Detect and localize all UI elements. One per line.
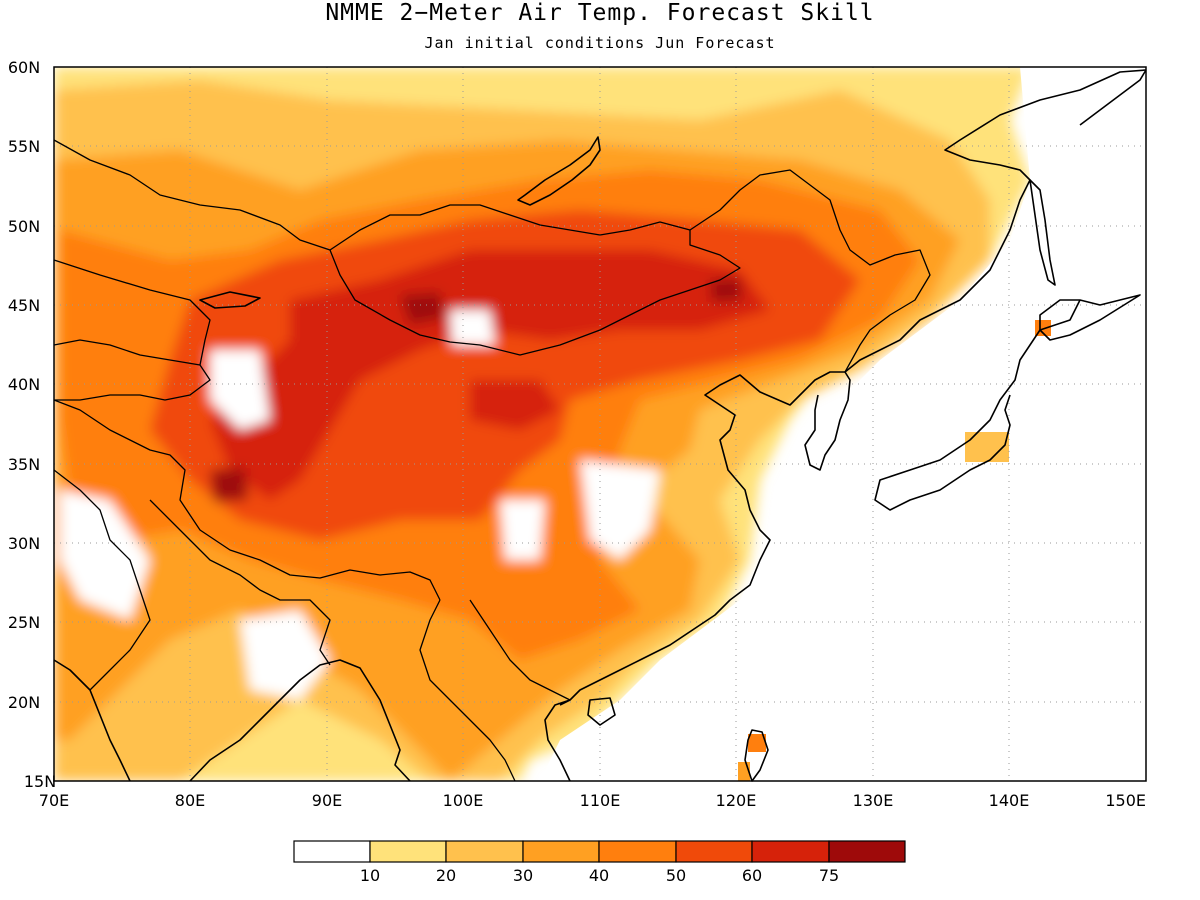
coastline-east-asia <box>559 69 1147 706</box>
map-frame <box>53 66 1147 782</box>
x-tick-label: 80E <box>175 791 205 810</box>
colorbar-swatch-2 <box>445 840 524 863</box>
colorbar-label: 10 <box>360 866 380 885</box>
chart-subtitle: Jan initial conditions Jun Forecast <box>424 34 776 52</box>
x-tick-label: 90E <box>312 791 342 810</box>
border-mongolia-china <box>329 230 741 356</box>
y-tick-label: 20N <box>8 693 40 712</box>
colorbar-label: 50 <box>666 866 686 885</box>
border-central-asia <box>53 339 211 401</box>
border-pakistan <box>53 469 151 691</box>
x-tick-label: 70E <box>39 791 69 810</box>
lake-balkhash <box>199 291 261 309</box>
x-tick-label: 140E <box>989 791 1030 810</box>
coastline-sakhalin <box>1029 179 1056 286</box>
coastline-indochina <box>544 699 571 782</box>
skill-region-75-plus-east <box>710 278 742 302</box>
border-kazakh <box>53 259 211 366</box>
borders <box>53 139 931 782</box>
colorbar-label: 60 <box>742 866 762 885</box>
y-axis: 15N 20N 25N 30N 35N 40N 45N 50N 55N 60N <box>8 58 56 791</box>
ocean-mask <box>540 67 1146 781</box>
colorbar-label: 40 <box>589 866 609 885</box>
colorbar-label: 20 <box>436 866 456 885</box>
coastline-japan <box>874 299 1081 511</box>
low-skill-qaidam <box>450 310 495 345</box>
colorbar-swatch-0 <box>293 840 371 863</box>
low-skill-india <box>60 490 150 620</box>
coastline-okhotsk <box>1079 69 1147 126</box>
coastline-korea <box>804 371 851 471</box>
colorbar-swatch-1 <box>369 840 447 863</box>
x-tick-label: 110E <box>580 791 621 810</box>
colorbar-swatch-3 <box>522 840 600 863</box>
low-skill-south <box>500 500 545 560</box>
x-tick-label: 120E <box>716 791 757 810</box>
coastline-taiwan <box>744 729 769 782</box>
low-skill-bay <box>240 610 330 700</box>
coastlines <box>53 69 1147 782</box>
y-tick-label: 35N <box>8 455 40 474</box>
colorbar-swatch-4 <box>598 840 677 863</box>
lake-baikal <box>517 136 601 206</box>
x-tick-label: 130E <box>853 791 894 810</box>
skill-region-75-plus <box>400 292 445 325</box>
graticule <box>54 67 1146 781</box>
border-himalaya <box>53 399 441 601</box>
skill-region-60-75 <box>210 250 770 500</box>
colorbar: 10 20 30 40 50 60 75 <box>293 840 906 885</box>
border-india-nepal <box>149 499 331 666</box>
chart-title: NMME 2−Meter Air Temp. Forecast Skill <box>325 0 875 26</box>
y-tick-label: 60N <box>8 58 40 77</box>
coastline-bengal <box>189 659 411 782</box>
colorbar-label: 75 <box>819 866 839 885</box>
border-russia-mongolia <box>53 139 931 373</box>
y-tick-label: 45N <box>8 296 40 315</box>
skill-region-75-plus-west <box>210 468 248 502</box>
colorbar-swatch-5 <box>675 840 753 863</box>
low-skill-tarim <box>210 350 270 430</box>
y-tick-label: 55N <box>8 137 40 156</box>
x-axis: 70E 80E 90E 100E 110E 120E 130E 140E 150… <box>39 791 1146 810</box>
y-tick-label: 40N <box>8 375 40 394</box>
skill-region-60-75-east <box>470 380 560 430</box>
y-tick-label: 25N <box>8 613 40 632</box>
coastline-hokkaido <box>1039 294 1141 341</box>
x-tick-label: 150E <box>1105 791 1146 810</box>
border-myanmar <box>419 599 516 782</box>
border-laos-vietnam <box>469 599 571 701</box>
skill-patch-taiwan <box>748 734 766 752</box>
x-tick-label: 100E <box>443 791 484 810</box>
colorbar-swatch-7 <box>828 840 906 863</box>
y-tick-label: 15N <box>24 772 56 791</box>
colorbar-swatch-6 <box>751 840 830 863</box>
coastline-hainan <box>587 697 616 726</box>
colorbar-label: 30 <box>513 866 533 885</box>
coastline-india <box>53 659 131 782</box>
y-tick-label: 50N <box>8 217 40 236</box>
y-tick-label: 30N <box>8 534 40 553</box>
